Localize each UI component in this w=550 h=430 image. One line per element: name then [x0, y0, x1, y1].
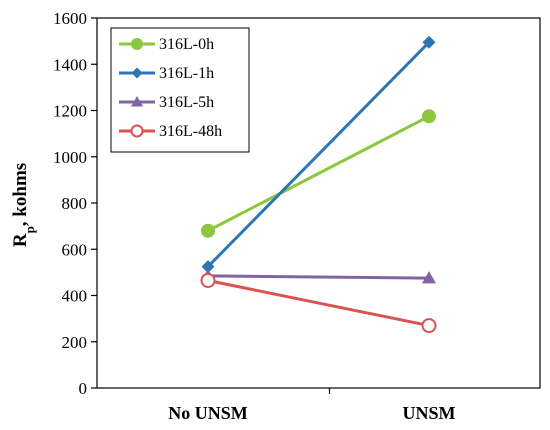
x-categories: No UNSM UNSM: [168, 388, 456, 423]
y-tick-label: 0: [79, 379, 88, 398]
marker-diamond: [422, 35, 436, 49]
y-tick-label: 1400: [53, 55, 87, 74]
y-tick-label: 800: [62, 194, 88, 213]
series-line: [207, 114, 430, 233]
legend-label: 316L-0h: [159, 36, 214, 53]
series-0: [201, 109, 436, 238]
svg-text:Rp, kohms: Rp, kohms: [10, 163, 37, 247]
series-line: [207, 274, 430, 280]
marker-triangle: [422, 271, 436, 284]
y-axis-title-main: R: [10, 233, 31, 247]
y-tick-label: 1000: [53, 148, 87, 167]
y-tick-label: 400: [62, 287, 88, 306]
marker-filled-circle: [201, 223, 215, 238]
series-1: [201, 35, 436, 274]
legend: 316L-0h 316L-1h 316L-5h 316L-48h: [110, 27, 250, 153]
marker-filled-circle: [422, 109, 436, 124]
series-line: [207, 278, 430, 328]
legend-label: 316L-5h: [159, 94, 214, 111]
marker-open-circle: [130, 124, 144, 138]
y-tick-label: 600: [62, 240, 88, 259]
series-2: [201, 268, 436, 284]
marker-diamond: [201, 260, 215, 274]
y-ticks: 0 200 400 600 800 1000 1200 1400 1600: [53, 9, 97, 398]
series-line: [206, 41, 431, 268]
y-axis-title: Rp, kohms: [10, 163, 37, 247]
x-category-label: UNSM: [403, 403, 456, 423]
y-tick-label: 200: [62, 333, 88, 352]
series-3: [200, 272, 437, 334]
x-category-label: No UNSM: [168, 403, 248, 423]
y-axis-title-sub: p: [22, 226, 37, 233]
marker-open-circle: [200, 272, 216, 288]
marker-open-circle: [421, 318, 437, 334]
y-axis-title-rest: , kohms: [10, 163, 31, 226]
y-tick-label: 1200: [53, 102, 87, 121]
legend-label: 316L-48h: [159, 123, 222, 140]
series-layer: [200, 35, 437, 334]
marker-diamond: [131, 67, 143, 79]
marker-filled-circle: [131, 38, 143, 50]
legend-label: 316L-1h: [159, 65, 214, 82]
marker-triangle: [131, 96, 143, 107]
y-tick-label: 1600: [53, 9, 87, 28]
